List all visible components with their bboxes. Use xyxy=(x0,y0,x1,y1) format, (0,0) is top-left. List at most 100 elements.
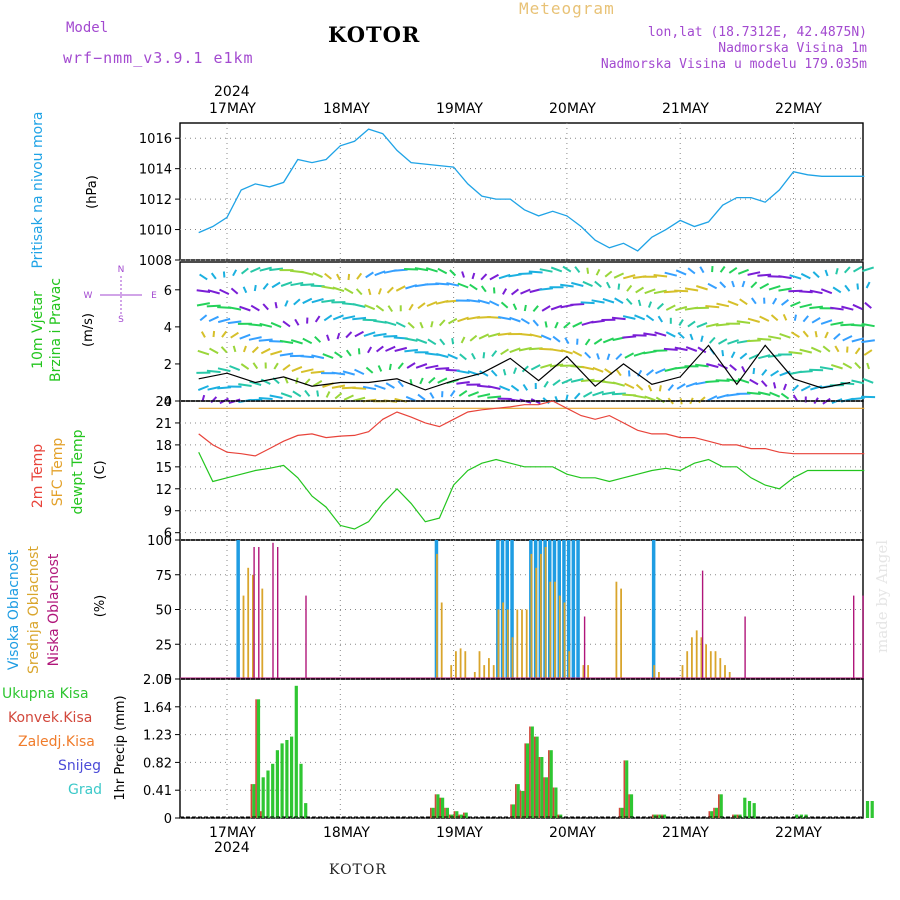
wind-barb xyxy=(447,353,458,360)
wind-barb xyxy=(429,392,435,399)
wind-barb xyxy=(491,350,498,358)
wind-barb xyxy=(540,363,553,369)
precip-bar xyxy=(743,797,747,818)
wind-barb xyxy=(417,393,426,401)
wind-barb xyxy=(415,338,428,344)
wind-barb xyxy=(737,268,749,275)
wind-barb xyxy=(770,369,780,377)
wind-barb xyxy=(790,331,800,338)
wind-barb xyxy=(385,382,395,389)
wind-barb xyxy=(789,274,802,280)
wind-barb xyxy=(489,273,499,281)
wind-barb xyxy=(822,345,831,353)
wind-barb xyxy=(861,339,875,344)
wind-barb xyxy=(438,319,446,327)
wind-barb xyxy=(439,338,446,346)
wind-barb xyxy=(719,281,727,289)
wind-barb xyxy=(746,339,761,343)
cloud-bar xyxy=(862,595,864,679)
precip-bar xyxy=(651,814,654,818)
wind-barb xyxy=(674,346,688,352)
precip-bar xyxy=(629,794,634,818)
wind-barb xyxy=(206,304,221,308)
cloud-bar xyxy=(582,665,585,679)
cloud-bar xyxy=(705,644,707,680)
wind-barb xyxy=(499,385,511,392)
wind-barb xyxy=(853,265,863,273)
wind-barb xyxy=(386,286,394,294)
precip-bar xyxy=(738,814,742,818)
wind-barb xyxy=(238,383,252,387)
wind-label-1: Brzina i Pravac xyxy=(48,278,64,382)
wind-barb xyxy=(719,265,726,273)
wind-barb xyxy=(437,377,448,384)
cloud-bar xyxy=(658,672,660,679)
pressure-unit: (hPa) xyxy=(85,175,100,209)
wind-barb xyxy=(571,281,584,287)
cloud-bar xyxy=(719,658,722,679)
wind-barb xyxy=(747,317,760,323)
wind-barb xyxy=(394,346,408,352)
wind-barb xyxy=(798,370,813,374)
cloud-bar xyxy=(571,540,576,679)
wind-barb xyxy=(280,281,293,287)
wind-barb xyxy=(314,335,322,343)
wind-barb xyxy=(842,362,853,369)
precip-bar xyxy=(714,807,718,818)
cloud-bar xyxy=(525,609,528,679)
wind-barb xyxy=(451,338,455,345)
precip-bar xyxy=(524,743,526,818)
cloud-bar xyxy=(510,540,514,679)
wind-barb xyxy=(300,355,315,359)
model-name: wrf−nmm_v3.9.1 e1km xyxy=(63,49,254,67)
wind-barb xyxy=(290,281,304,287)
wind-barb xyxy=(262,303,269,311)
cloud-ytick-label-1: 25 xyxy=(155,638,172,653)
wind-barb xyxy=(395,321,406,328)
wind-barb xyxy=(343,394,354,401)
wind-barb xyxy=(258,338,273,342)
cloud-bar xyxy=(651,540,656,679)
wind-barb xyxy=(560,283,574,288)
cloud-ytick-label-2: 50 xyxy=(155,604,172,619)
temp-label-0: 2m Temp xyxy=(30,444,46,508)
wind-barb xyxy=(635,286,645,294)
wind-barb xyxy=(810,346,822,353)
precip-bar xyxy=(431,807,435,818)
wind-barb xyxy=(717,363,728,370)
wind-barb xyxy=(647,301,653,308)
wind-barb xyxy=(798,290,813,294)
cloud-bar xyxy=(700,637,703,679)
precip-bar xyxy=(450,814,454,818)
wind-barb xyxy=(570,303,585,306)
wind-barb xyxy=(529,333,543,339)
cloud-bar xyxy=(724,665,726,679)
precip-bar xyxy=(623,760,626,818)
wind-barb xyxy=(206,369,221,374)
wind-barb xyxy=(644,395,656,402)
t2m-line xyxy=(198,400,865,457)
wind-barb xyxy=(757,337,772,341)
cloud-bar xyxy=(247,567,250,679)
wind-barb xyxy=(331,384,346,389)
wind-barb xyxy=(521,365,529,373)
wind-barb xyxy=(759,282,770,290)
wind-barb xyxy=(749,378,759,386)
wind-barb xyxy=(248,323,263,327)
model-elevation-text: Nadmorska Visina u modelu 179.035m xyxy=(600,57,867,72)
temp-ytick-label-2: 12 xyxy=(155,483,172,498)
wind-barb xyxy=(248,398,263,402)
date-top-1: 18MAY xyxy=(323,101,370,117)
cloud-bar xyxy=(492,665,495,679)
wind-barb xyxy=(563,321,571,329)
cloud-bar xyxy=(488,658,490,679)
wind-barb xyxy=(428,376,436,384)
cloud-bar xyxy=(511,637,514,679)
wind-barb xyxy=(509,316,521,323)
wind-barb xyxy=(274,302,278,309)
cloud-bar xyxy=(261,588,264,679)
wind-barb xyxy=(851,337,864,343)
wind-barb xyxy=(739,298,748,306)
wind-barb xyxy=(387,305,394,313)
